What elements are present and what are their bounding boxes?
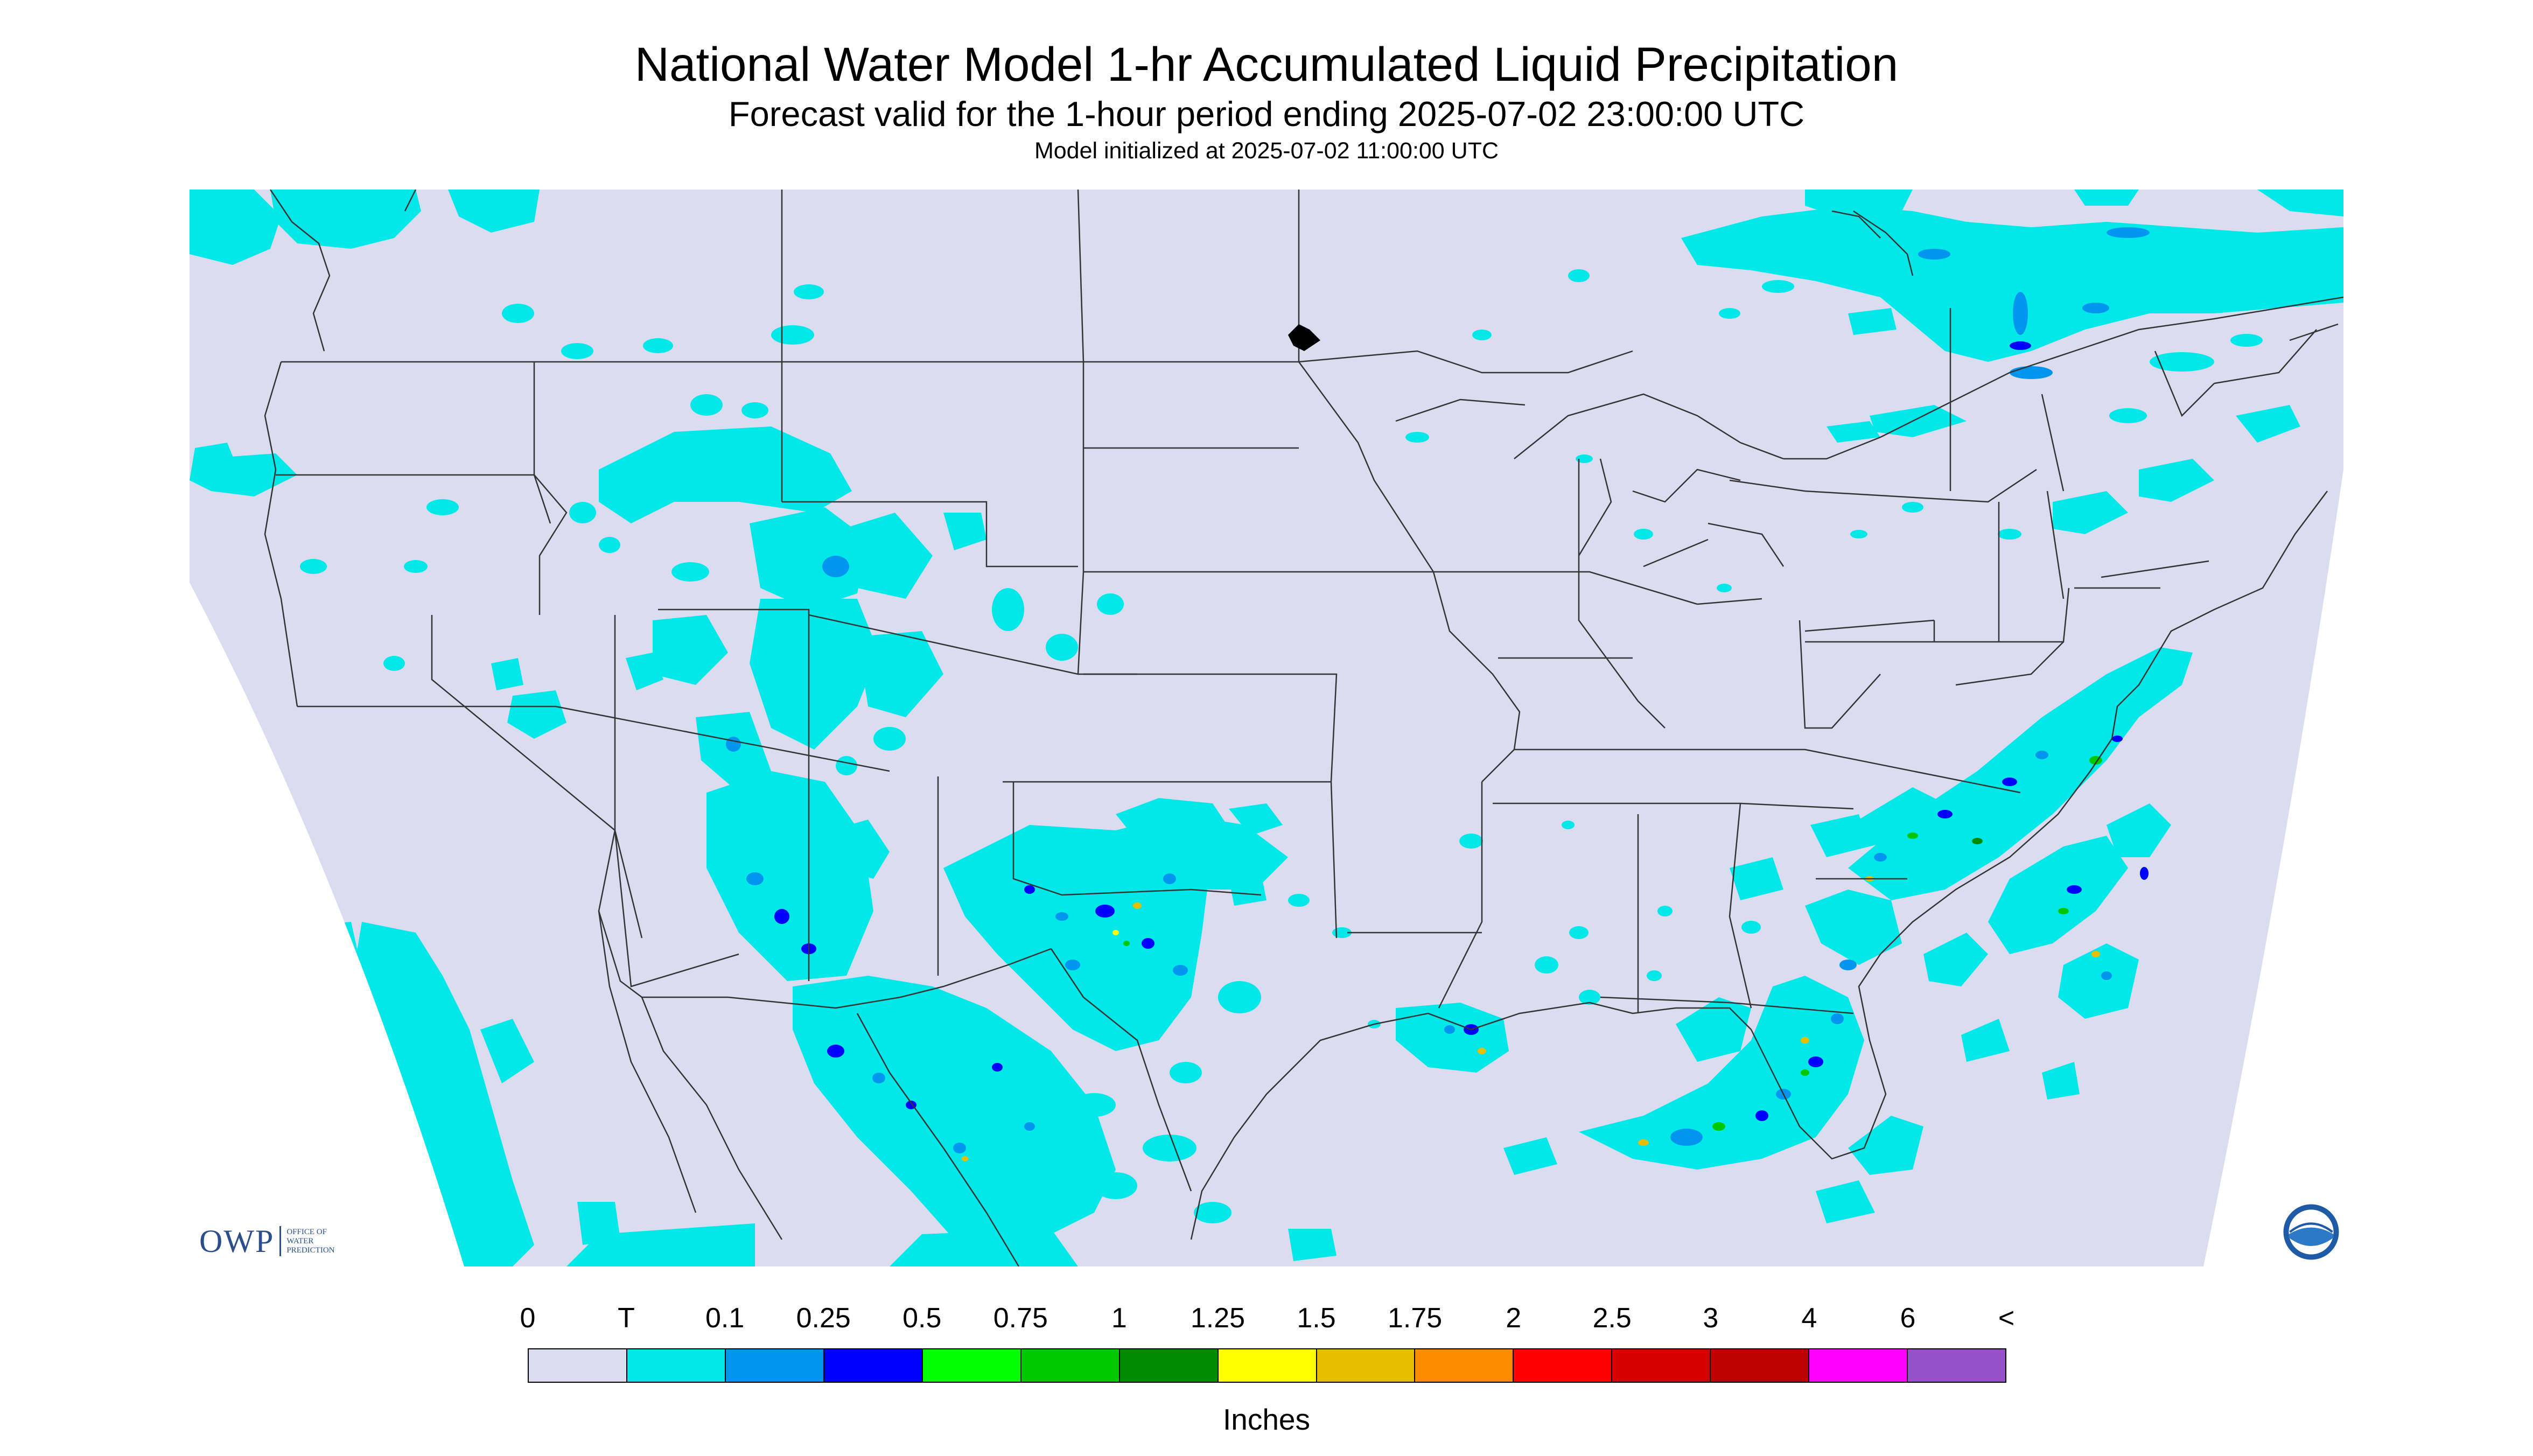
state-borders bbox=[264, 190, 2343, 1266]
legend-label: 1.5 bbox=[1297, 1303, 1336, 1334]
legend-swatch bbox=[529, 1349, 627, 1382]
legend-swatch bbox=[1119, 1349, 1219, 1382]
legend-swatch bbox=[1612, 1349, 1711, 1382]
legend-swatch bbox=[627, 1349, 726, 1382]
map-subtitle: Forecast valid for the 1-hour period end… bbox=[728, 94, 1805, 134]
legend-color-bar bbox=[528, 1348, 2006, 1383]
legend-label: 3 bbox=[1703, 1303, 1719, 1334]
legend-label: 4 bbox=[1801, 1303, 1817, 1334]
legend-label: 2.5 bbox=[1592, 1303, 1632, 1334]
legend-swatch bbox=[1218, 1349, 1317, 1382]
legend-swatch bbox=[725, 1349, 824, 1382]
noaa-logo bbox=[2283, 1204, 2339, 1260]
legend-label: 1.25 bbox=[1190, 1303, 1245, 1334]
lake-woods bbox=[1288, 324, 1320, 351]
legend-label: T bbox=[618, 1303, 635, 1334]
legend-swatch bbox=[1021, 1349, 1120, 1382]
owp-logo-subtitle: OFFICE OF WATER PREDICTION bbox=[286, 1227, 335, 1255]
legend-swatch bbox=[922, 1349, 1021, 1382]
legend-label: 0.75 bbox=[993, 1303, 1048, 1334]
precip-layer bbox=[190, 190, 2343, 1266]
legend-units: Inches bbox=[1222, 1403, 1311, 1436]
owp-logo-divider bbox=[279, 1226, 282, 1256]
legend-label: 0.5 bbox=[902, 1303, 942, 1334]
init-time: Model initialized at 2025-07-02 11:00:00… bbox=[1034, 138, 1499, 164]
owp-logo: OWP OFFICE OF WATER PREDICTION bbox=[199, 1222, 335, 1260]
legend-swatch bbox=[1514, 1349, 1613, 1382]
legend-label: 1 bbox=[1111, 1303, 1127, 1334]
legend-swatch bbox=[1809, 1349, 1908, 1382]
legend-swatch bbox=[1317, 1349, 1416, 1382]
legend-swatch bbox=[1908, 1349, 2006, 1382]
legend-label: 0.25 bbox=[796, 1303, 851, 1334]
precipitation-map bbox=[190, 190, 2343, 1266]
legend-label: 1.75 bbox=[1387, 1303, 1443, 1334]
legend-label: < bbox=[1998, 1303, 2015, 1334]
map-title: National Water Model 1-hr Accumulated Li… bbox=[634, 37, 1899, 91]
legend-label: 0 bbox=[520, 1303, 536, 1334]
legend-swatch bbox=[1415, 1349, 1514, 1382]
legend-swatch bbox=[824, 1349, 923, 1382]
owp-logo-text: OWP bbox=[199, 1223, 275, 1259]
legend-label: 6 bbox=[1900, 1303, 1916, 1334]
legend-label: 0.1 bbox=[705, 1303, 745, 1334]
legend-swatch bbox=[1711, 1349, 1810, 1382]
legend-label: 2 bbox=[1506, 1303, 1522, 1334]
